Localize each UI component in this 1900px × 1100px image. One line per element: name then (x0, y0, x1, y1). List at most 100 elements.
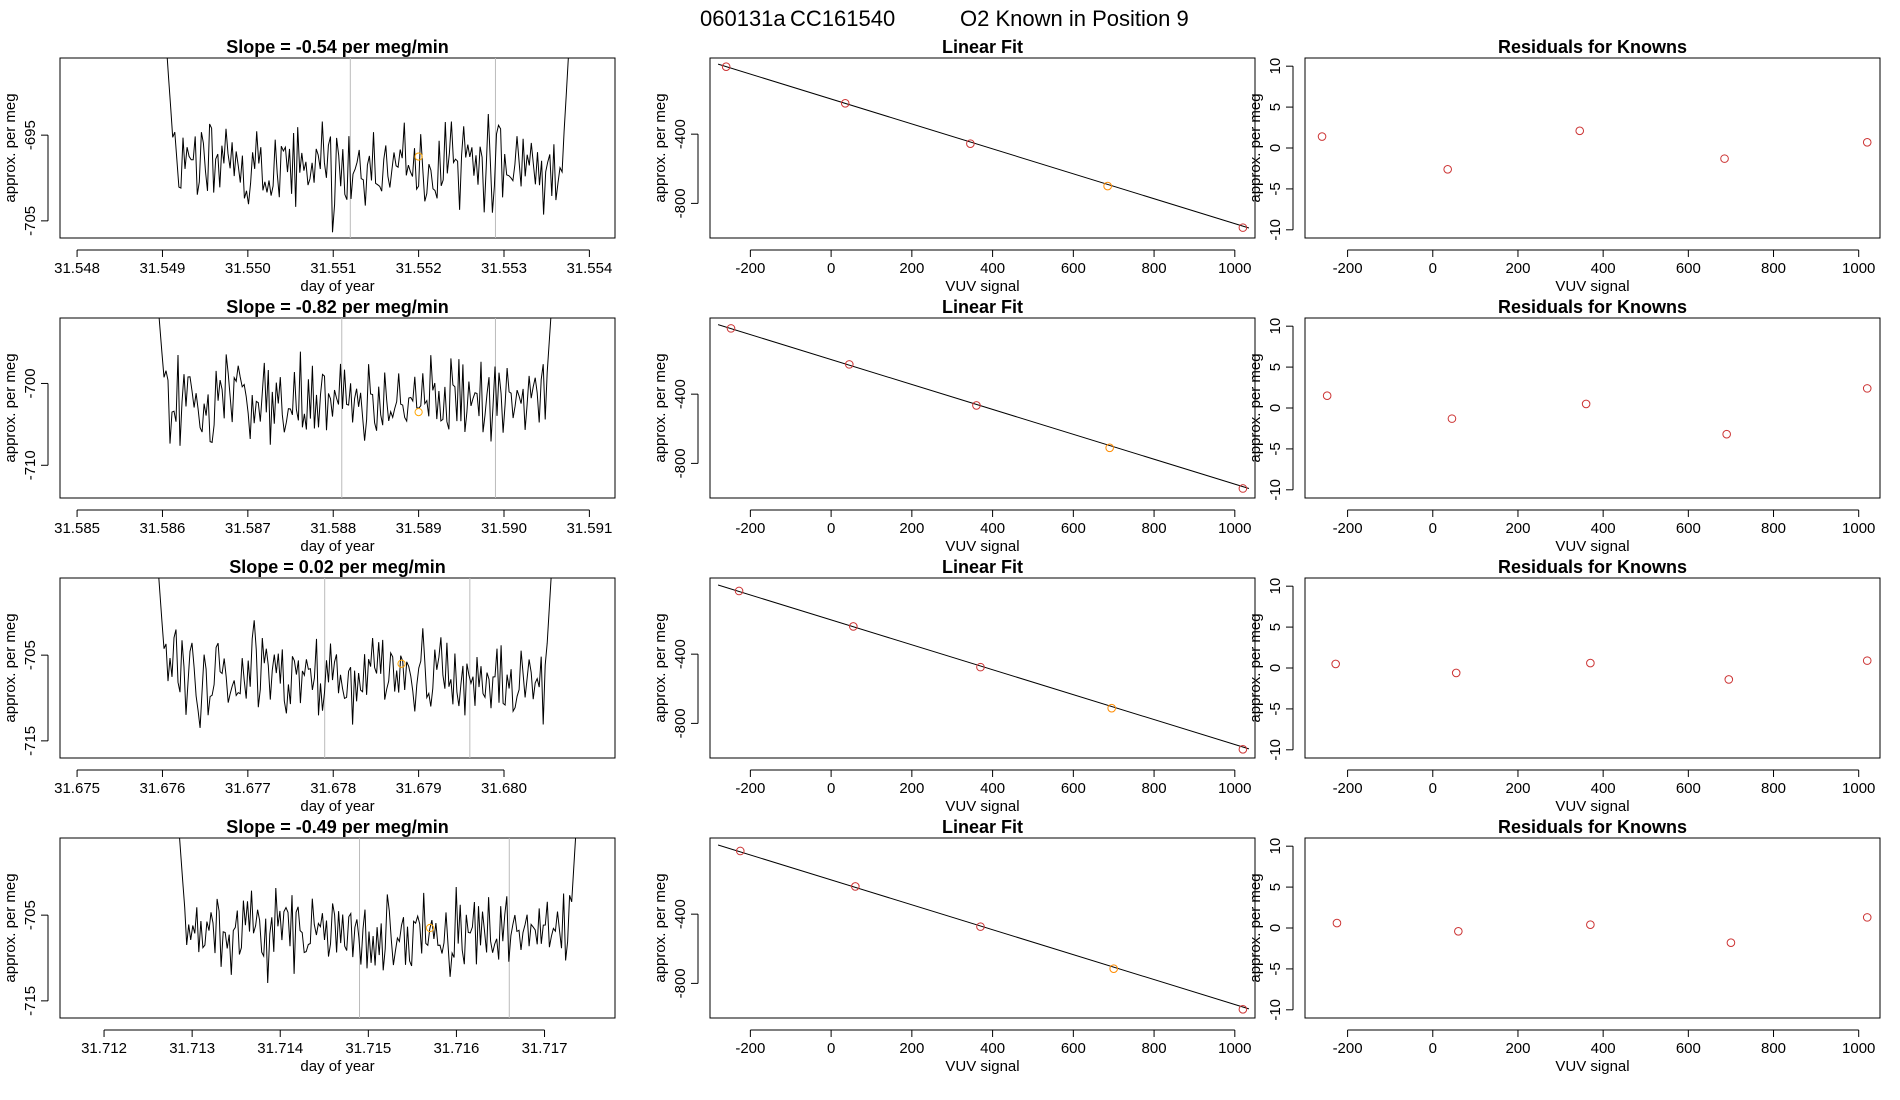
plot-frame (59, 837, 616, 1019)
x-tick-label: 31.679 (396, 780, 442, 797)
x-axis-label: VUV signal (945, 798, 1019, 815)
x-axis-label: day of year (300, 278, 374, 295)
x-tick-label: 31.552 (396, 260, 442, 277)
x-tick-label: 200 (899, 780, 924, 797)
x-tick-label: 400 (1591, 780, 1616, 797)
plot-frame (1304, 837, 1881, 1019)
panel-linear-fit-1: Linear Fit -200 0 200 400 600 800 1000 VUV signa… (652, 37, 1256, 295)
data-point (1722, 429, 1731, 439)
x-tick-label: 31.680 (481, 780, 527, 797)
y-tick-label: 0 (1267, 924, 1284, 932)
y-axis: -705 -715 (22, 900, 49, 1016)
x-tick-label: 31.677 (225, 780, 271, 797)
x-tick-label: 31.589 (396, 520, 442, 537)
y-tick-label: 10 (1267, 318, 1284, 335)
data-point (1581, 399, 1591, 409)
panel-linear-fit-4: Linear Fit -200 0 200 400 600 800 1000 VUV signa… (652, 817, 1256, 1075)
data-point (1238, 223, 1248, 232)
y-tick-label: 0 (1267, 144, 1284, 152)
x-axis-label: day of year (300, 538, 374, 555)
plot-frame (59, 57, 616, 239)
y-tick-label: 10 (1267, 578, 1284, 595)
x-axis: 31.548 31.549 31.550 31.551 31.552 31.553 31.5… (54, 249, 612, 277)
y-tick-label: 5 (1267, 103, 1284, 111)
y-tick-label: 10 (1267, 58, 1284, 75)
y-tick-label: -5 (1267, 182, 1284, 195)
panel-title: Slope = -0.82 per meg/min (226, 297, 449, 317)
x-tick-label: 400 (1591, 260, 1616, 277)
x-tick-label: 31.716 (433, 1040, 479, 1057)
x-tick-label: 200 (899, 1040, 924, 1057)
y-axis-label: approx. per meg (652, 93, 669, 202)
fit-line (717, 844, 1250, 1010)
x-tick-label: -200 (735, 780, 765, 797)
panel-title: Residuals for Knowns (1498, 557, 1687, 577)
current-sample-marker (414, 152, 423, 161)
x-tick-label: -200 (1333, 260, 1363, 277)
x-tick-label: 31.587 (225, 520, 271, 537)
timeseries-line (158, 578, 552, 728)
x-tick-label: 200 (1505, 1040, 1530, 1057)
panel-title: Residuals for Knowns (1498, 37, 1687, 57)
x-tick-label: 600 (1676, 260, 1701, 277)
x-tick-label: 200 (1505, 260, 1530, 277)
y-axis-label: approx. per meg (2, 353, 19, 462)
plot-area (717, 584, 1250, 754)
x-tick-label: 31.550 (225, 260, 271, 277)
x-tick-label: 31.590 (481, 520, 527, 537)
data-point (966, 139, 975, 148)
data-point (734, 586, 744, 596)
data-point (1331, 659, 1340, 669)
y-tick-label: -695 (22, 120, 39, 150)
fit-line (717, 324, 1250, 489)
data-point (1586, 920, 1595, 930)
x-tick-label: 31.678 (310, 780, 356, 797)
plot-area (717, 62, 1250, 232)
data-point (840, 99, 850, 108)
panel-residuals-2: Residuals for Knowns-200 0 200 400 600 800 100… (1247, 297, 1881, 555)
y-tick-label: 5 (1267, 623, 1284, 631)
x-tick-label: 0 (1429, 520, 1437, 537)
x-tick-label: 31.712 (81, 1040, 127, 1057)
y-tick-label: -705 (22, 900, 39, 930)
x-tick-label: 600 (1676, 780, 1701, 797)
x-tick-label: 31.586 (140, 520, 186, 537)
current-sample-marker (414, 407, 423, 417)
data-point (1105, 443, 1114, 453)
x-axis: 31.585 31.586 31.587 31.588 31.589 31.590 31.5… (54, 509, 612, 537)
y-tick-label: -10 (1267, 479, 1284, 501)
fit-line (717, 63, 1250, 229)
plot-frame (1304, 57, 1881, 239)
y-axis: -705 -715 (22, 640, 49, 756)
x-tick-label: 31.675 (54, 780, 100, 797)
data-point (726, 324, 736, 333)
plot-frame (709, 837, 1256, 1019)
x-tick-label: 31.554 (566, 260, 612, 277)
y-axis-label: approx. per meg (652, 353, 669, 462)
x-tick-label: 400 (980, 260, 1005, 277)
data-point (735, 846, 745, 856)
x-axis-label: VUV signal (1555, 278, 1629, 295)
x-axis-label: VUV signal (1555, 798, 1629, 815)
data-point (844, 360, 854, 369)
x-tick-label: 600 (1061, 520, 1086, 537)
x-tick-label: -200 (735, 260, 765, 277)
data-point (1238, 745, 1248, 754)
plot-frame (59, 577, 616, 759)
x-tick-label: 1000 (1218, 1040, 1251, 1057)
x-axis: -200 0 200 400 600 800 1000 (735, 509, 1252, 537)
timeseries-line (158, 318, 552, 446)
y-axis: -400 -800 (672, 379, 699, 478)
plot-frame (709, 57, 1256, 239)
plot-area (717, 844, 1250, 1014)
figure-title: 060131a CC161540 O2 Known in Position 9 (700, 6, 1189, 31)
data-point (1451, 668, 1461, 678)
panel-title: Slope = -0.49 per meg/min (226, 817, 449, 837)
x-tick-label: 0 (827, 260, 835, 277)
data-point (851, 882, 860, 891)
x-tick-label: 200 (1505, 780, 1530, 797)
y-tick-label: -400 (672, 639, 689, 669)
y-tick-label: -5 (1267, 962, 1284, 975)
